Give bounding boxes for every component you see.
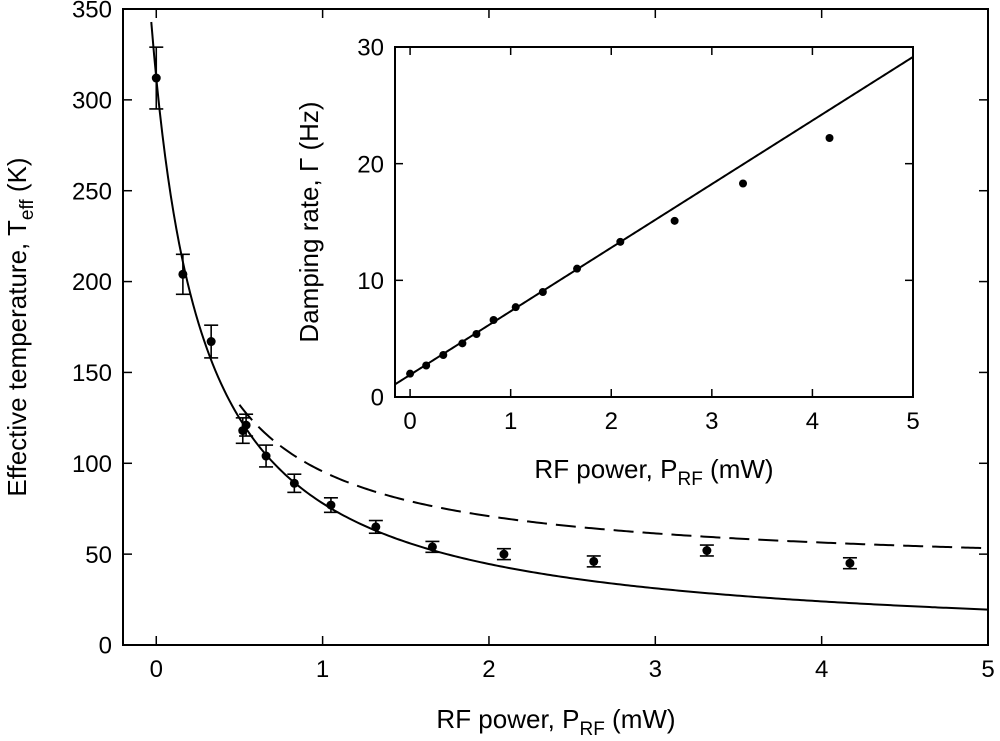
main-y-axis-label: Effective temperature, Teff (K)	[2, 157, 38, 496]
data-point	[151, 73, 161, 83]
data-point	[422, 361, 431, 370]
data-point	[511, 303, 520, 312]
data-point	[261, 451, 271, 461]
data-point	[845, 558, 855, 568]
y-tick-label: 20	[357, 151, 384, 178]
y-tick-label: 30	[357, 35, 384, 62]
y-tick-label: 250	[72, 178, 112, 205]
inset-tick-labels: 0 1 2 3 4 5 0 10 20 30	[357, 35, 919, 435]
x-tick-label: 3	[649, 656, 662, 683]
data-point	[489, 316, 498, 324]
y-tick-label: 350	[72, 0, 112, 24]
y-tick-label: 0	[99, 633, 112, 660]
data-point	[206, 337, 216, 347]
main-curves	[150, 21, 988, 611]
data-point	[289, 478, 299, 488]
data-point	[538, 288, 547, 296]
y-tick-label: 150	[72, 360, 112, 387]
x-tick-label: 5	[906, 408, 919, 435]
x-tick-label: 0	[150, 656, 163, 683]
x-tick-label: 0	[403, 408, 416, 435]
data-point	[371, 522, 381, 532]
y-tick-label: 50	[85, 542, 112, 569]
inset-ticks	[395, 46, 914, 398]
x-tick-label: 1	[504, 408, 517, 435]
y-tick-label: 200	[72, 269, 112, 296]
main-plot-frame	[122, 8, 989, 646]
data-point	[458, 339, 467, 348]
inset-curves	[395, 56, 913, 386]
data-point	[427, 542, 437, 552]
y-tick-label: 300	[72, 87, 112, 114]
data-point	[241, 420, 251, 430]
main-ticks	[123, 8, 989, 646]
inset-points	[406, 134, 834, 378]
x-tick-label: 2	[605, 408, 618, 435]
inset-plot-background	[395, 47, 913, 397]
main-x-axis-label: RF power, PRF (mW)	[436, 704, 675, 740]
data-point	[573, 264, 582, 273]
data-point	[439, 351, 448, 359]
data-point	[499, 549, 509, 559]
solid-fit-line	[395, 56, 913, 386]
inset-plot: 0 1 2 3 4 5 0 10 20 30 RF power, PRF (mW) Damping…	[294, 35, 920, 490]
x-tick-label: 3	[705, 408, 718, 435]
inset-y-axis-label: Damping rate, Γ (Hz)	[294, 101, 324, 342]
x-tick-label: 5	[981, 656, 994, 683]
data-point	[739, 179, 748, 188]
x-tick-label: 4	[815, 656, 828, 683]
y-tick-label: 10	[357, 268, 384, 295]
x-tick-label: 2	[482, 656, 495, 683]
main-points	[149, 46, 857, 570]
data-point	[472, 330, 481, 338]
data-point	[326, 500, 336, 510]
x-tick-label: 1	[316, 656, 329, 683]
y-tick-label: 100	[72, 451, 112, 478]
data-point	[670, 216, 679, 225]
data-point	[616, 237, 625, 246]
inset-x-axis-label: RF power, PRF (mW)	[534, 454, 773, 490]
dashed-fit-line	[238, 404, 988, 550]
inset-plot-frame	[394, 46, 914, 398]
solid-fit-line	[150, 21, 988, 611]
data-point	[406, 369, 415, 378]
data-point	[825, 134, 834, 142]
data-point	[178, 269, 188, 279]
data-point	[702, 546, 712, 556]
y-tick-label: 0	[371, 385, 384, 412]
data-point	[589, 556, 599, 566]
x-tick-label: 4	[806, 408, 819, 435]
